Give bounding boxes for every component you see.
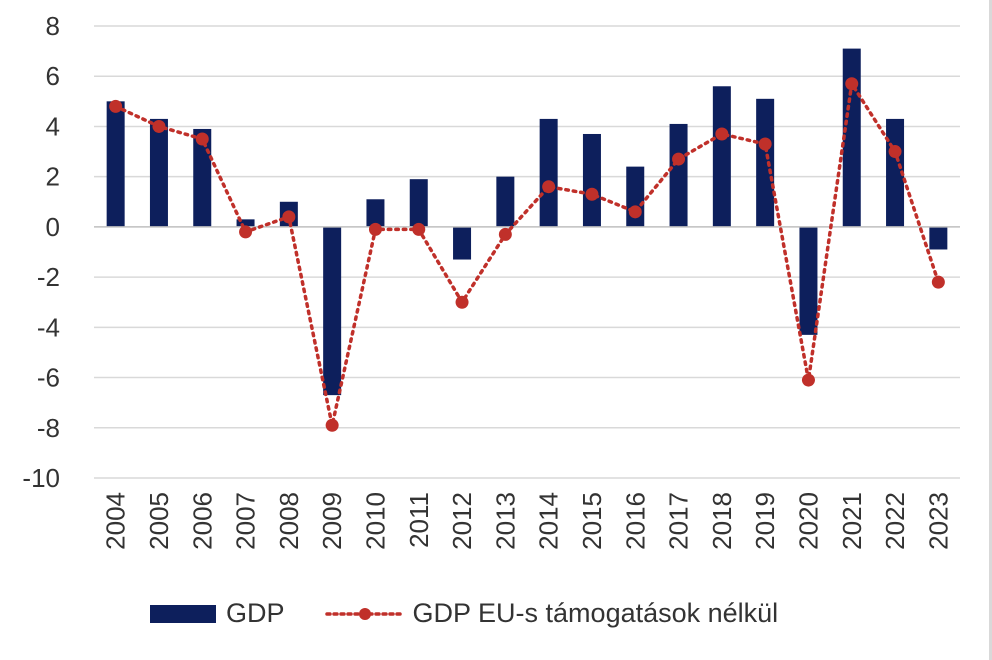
x-tick-label: 2019: [750, 492, 780, 550]
y-tick-label: 0: [46, 212, 60, 242]
no-eu-point: [585, 187, 599, 201]
no-eu-point: [325, 418, 339, 432]
no-eu-point: [152, 119, 166, 133]
legend-item-no-eu: GDP EU-s támogatások nélkül: [324, 598, 779, 629]
x-tick-label: 2021: [837, 492, 867, 550]
x-tick-label: 2012: [447, 492, 477, 550]
no-eu-point: [412, 222, 426, 236]
no-eu-point: [931, 275, 945, 289]
gdp-bar: [582, 133, 601, 227]
no-eu-point: [455, 295, 469, 309]
gdp-bar: [756, 98, 775, 227]
gdp-bar: [366, 199, 385, 227]
no-eu-point: [801, 373, 815, 387]
gdp-bar: [236, 219, 255, 227]
legend-label-gdp: GDP: [226, 598, 285, 628]
x-tick-label: 2009: [317, 492, 347, 550]
y-tick-label: -6: [37, 363, 60, 393]
x-tick-label: 2023: [923, 492, 953, 550]
no-eu-point: [758, 137, 772, 151]
no-eu-point: [672, 152, 686, 166]
gdp-bar: [193, 128, 212, 227]
no-eu-point: [109, 99, 123, 113]
legend-line-swatch: [324, 607, 405, 620]
no-eu-point: [282, 210, 296, 224]
x-tick-label: 2013: [490, 492, 520, 550]
x-tick-label: 2016: [620, 492, 650, 550]
no-eu-line: [113, 82, 941, 428]
gdp-bar: [669, 123, 688, 227]
legend-label-no-eu: GDP EU-s támogatások nélkül: [412, 598, 779, 628]
gdp-bar: [323, 226, 342, 396]
gdp-bar: [106, 101, 125, 227]
gdp-bars: [106, 48, 948, 396]
no-eu-point: [888, 145, 902, 159]
x-tick-label: 2007: [231, 492, 261, 550]
y-tick-label: -8: [37, 413, 60, 443]
x-tick-label: 2006: [187, 492, 217, 550]
no-eu-point: [715, 127, 729, 141]
frame-edge: [989, 0, 992, 660]
gdp-bar: [712, 86, 731, 227]
no-eu-point: [628, 205, 642, 219]
gdp-bar: [409, 179, 428, 227]
gdp-bar: [842, 48, 861, 227]
y-tick-label: -4: [37, 312, 60, 342]
no-eu-point: [195, 132, 209, 146]
no-eu-series-line: [113, 82, 941, 428]
x-axis-ticks: 2004 2005 2006 2007 2008 2009 2010 2011 2012 2013…: [101, 492, 954, 550]
no-eu-point: [498, 227, 512, 241]
y-tick-label: 2: [46, 162, 60, 192]
y-tick-label: -2: [37, 262, 60, 292]
x-tick-label: 2020: [793, 492, 823, 550]
x-tick-label: 2014: [534, 492, 564, 550]
x-tick-label: 2005: [144, 492, 174, 550]
no-eu-points: [109, 77, 945, 432]
legend-bar-swatch: [150, 604, 216, 623]
x-tick-label: 2008: [274, 492, 304, 550]
legend-item-gdp: GDP: [150, 598, 285, 629]
no-eu-point: [845, 77, 859, 91]
y-tick-label: 4: [46, 111, 60, 141]
x-tick-label: 2022: [880, 492, 910, 550]
no-eu-point: [542, 180, 556, 194]
x-tick-label: 2017: [664, 492, 694, 550]
no-eu-point: [368, 222, 382, 236]
x-tick-label: 2004: [101, 492, 131, 550]
gdp-bar: [453, 226, 472, 260]
gdp-bar: [539, 118, 558, 227]
gdp-bar: [929, 226, 948, 250]
y-tick-label: -10: [22, 463, 60, 493]
gdp-bar: [496, 176, 515, 227]
y-axis-ticks: -10 -8 -6 -4 -2 0 2 4 6 8: [22, 11, 60, 493]
x-tick-label: 2018: [707, 492, 737, 550]
x-tick-label: 2010: [360, 492, 390, 550]
gdp-bar: [149, 118, 168, 227]
no-eu-point: [239, 225, 253, 239]
y-tick-label: 6: [46, 61, 60, 91]
gridlines: [94, 25, 960, 479]
x-tick-label: 2015: [577, 492, 607, 550]
y-tick-label: 8: [46, 11, 60, 41]
gdp-bar: [799, 226, 818, 335]
x-tick-label: 2011: [404, 492, 434, 548]
legend: GDP GDP EU-s támogatások nélkül: [150, 598, 818, 629]
